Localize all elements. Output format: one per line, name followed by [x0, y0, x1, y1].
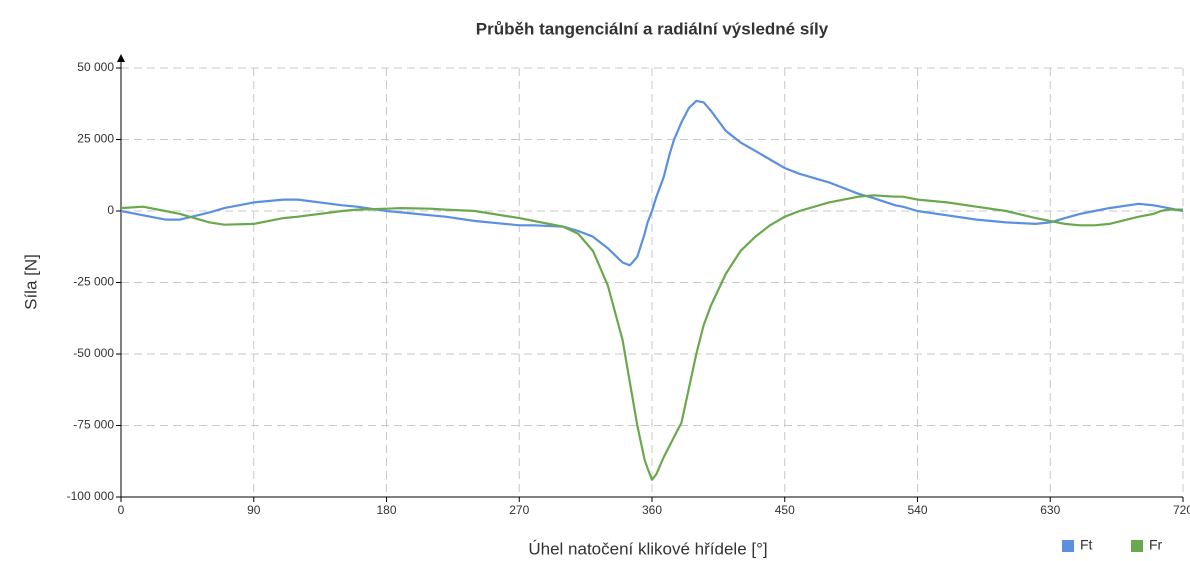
y-tick-label: -25 000	[73, 275, 114, 289]
legend-swatch	[1062, 540, 1074, 552]
x-tick-label: 630	[1040, 503, 1060, 517]
x-tick-label: 720	[1173, 503, 1190, 517]
x-tick-label: 360	[642, 503, 662, 517]
y-tick-label: 25 000	[77, 132, 114, 146]
legend-label: Fr	[1149, 537, 1163, 553]
y-tick-label: 50 000	[77, 60, 114, 74]
line-series	[120, 99, 1184, 267]
x-axis-label: Úhel natočení klikové hřídele [°]	[528, 539, 767, 558]
x-tick-label: 0	[118, 503, 125, 517]
legend-swatch	[1131, 540, 1143, 552]
chart-title: Průběh tangenciální a radiální výsledné …	[476, 19, 829, 38]
y-tick-label: -100 000	[67, 489, 115, 503]
y-axis-arrow	[117, 54, 125, 62]
y-tick-label: -50 000	[73, 346, 114, 360]
x-tick-label: 90	[247, 503, 261, 517]
line-series	[120, 194, 1183, 481]
y-tick-label: -75 000	[73, 418, 114, 432]
x-tick-label: 270	[509, 503, 529, 517]
x-tick-label: 450	[775, 503, 795, 517]
x-tick-label: 540	[907, 503, 927, 517]
legend-label: Ft	[1080, 537, 1093, 553]
y-axis-label: Síla [N]	[21, 254, 40, 310]
y-tick-label: 0	[107, 203, 114, 217]
x-tick-label: 180	[376, 503, 396, 517]
